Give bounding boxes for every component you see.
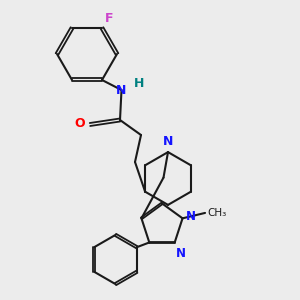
Text: N: N — [185, 210, 196, 223]
Text: H: H — [134, 77, 145, 90]
Text: N: N — [176, 247, 186, 260]
Text: CH₃: CH₃ — [207, 208, 227, 218]
Text: N: N — [116, 83, 127, 97]
Text: F: F — [105, 12, 113, 25]
Text: O: O — [74, 116, 85, 130]
Text: N: N — [163, 135, 173, 148]
